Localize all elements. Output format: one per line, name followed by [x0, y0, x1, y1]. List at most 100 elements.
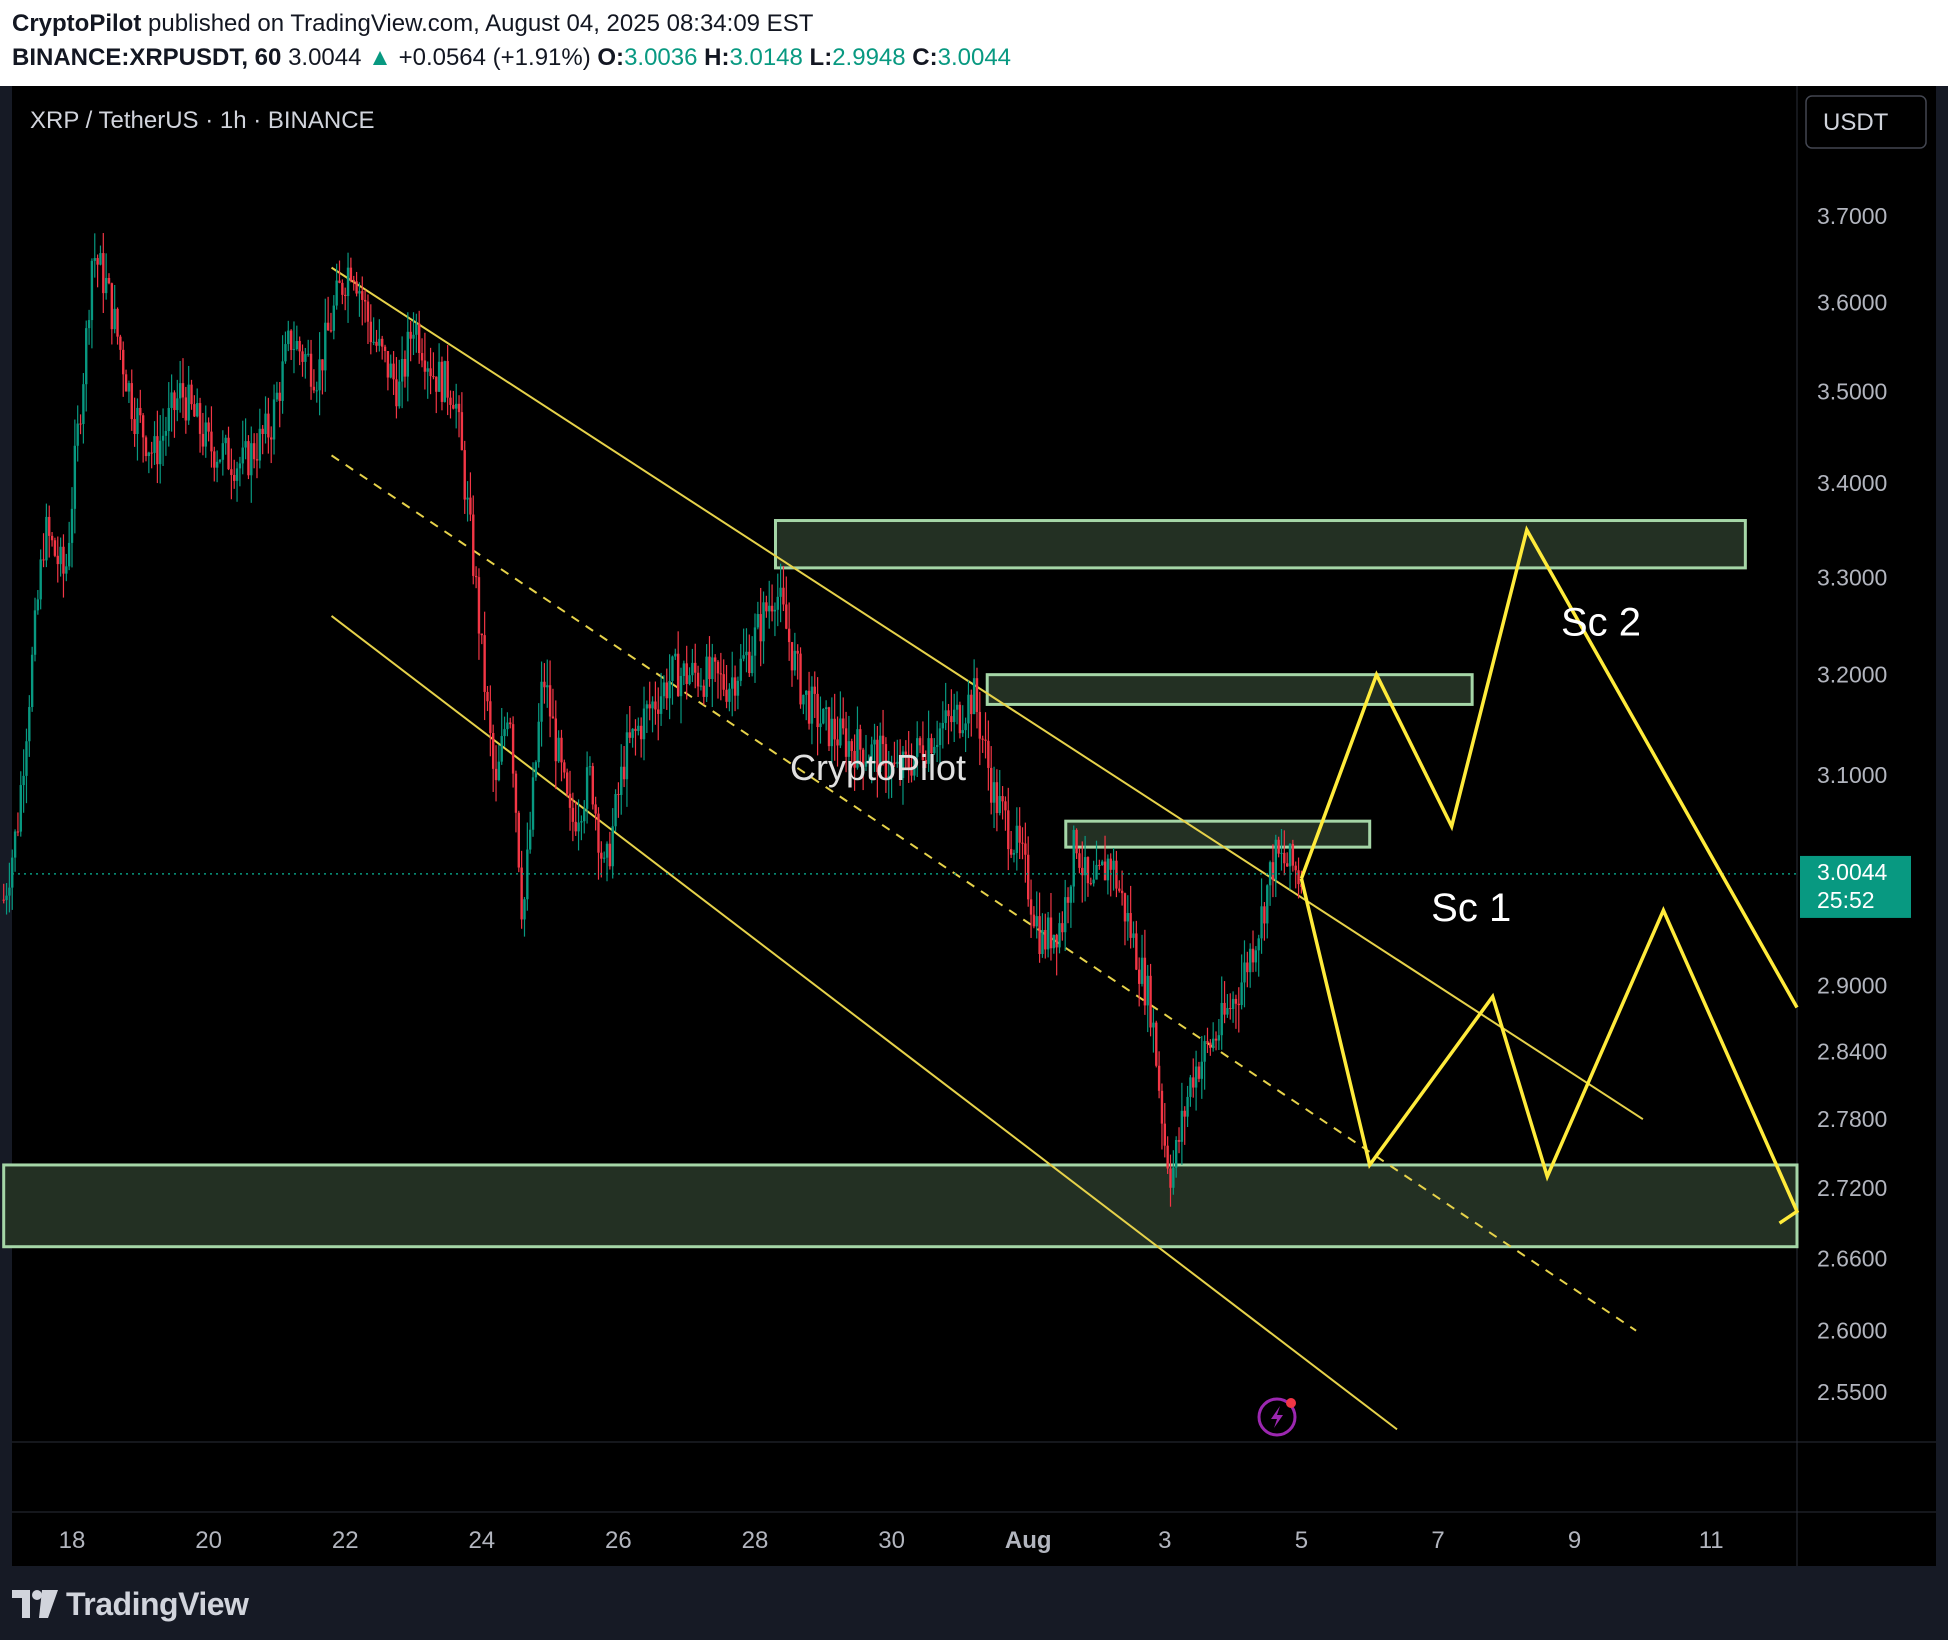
time-tick-label: 24 [468, 1527, 495, 1554]
candle-body [583, 808, 586, 822]
candle-body [1277, 839, 1280, 854]
candle-body [901, 751, 905, 779]
candle-body [637, 725, 640, 731]
candle-body [554, 718, 557, 762]
lightning-alert-icon[interactable] [1257, 1397, 1297, 1437]
candle-body [1177, 1139, 1181, 1142]
candle-body [654, 701, 657, 710]
candle-body [1149, 975, 1152, 1028]
candle-body [176, 398, 179, 411]
candle-body [247, 441, 250, 476]
candle-body [423, 360, 427, 372]
low-value: 2.9948 [832, 44, 906, 71]
candle-body [602, 857, 606, 859]
zones-layer [2, 519, 1799, 1249]
candle-body [264, 413, 267, 435]
candle-body [520, 867, 523, 920]
candle-body [1263, 906, 1266, 924]
candle-body [312, 386, 316, 391]
candle-body [713, 657, 717, 662]
candle-body [688, 675, 691, 684]
candle-body [1015, 825, 1019, 854]
candle-body [235, 468, 239, 481]
candle-body [799, 653, 802, 705]
candle-body [301, 351, 304, 362]
candle-body [1092, 879, 1095, 884]
candle-body [890, 762, 893, 776]
candle-body [1007, 810, 1010, 850]
candle-body [842, 718, 845, 729]
time-tick-label: 22 [332, 1527, 359, 1554]
author-name[interactable]: CryptoPilot [12, 10, 142, 37]
candle-body [528, 829, 532, 850]
candle-body [884, 744, 888, 779]
candle-body [990, 767, 993, 803]
candle-body [2, 899, 5, 901]
candle-body [474, 575, 478, 578]
time-axis[interactable]: 18 20 22 24 26 28 30 Aug 3 5 7 9 11 [59, 1527, 1724, 1554]
candle-body [620, 766, 623, 795]
scenario-label: Sc 2 [1561, 600, 1641, 644]
candle-body [1089, 883, 1093, 885]
candle-body [810, 686, 814, 724]
candle-body [352, 280, 355, 282]
candle-body [96, 258, 99, 265]
price-change: +0.0564 (+1.91%) [398, 44, 591, 71]
candle-body [1009, 849, 1013, 855]
price-chart[interactable]: Sc 2 Sc 1 CryptoPilot XRP / TetherUS · 1h… [0, 86, 1948, 1566]
target-zone [773, 519, 1747, 570]
candle-body [358, 291, 361, 294]
candle-body [1120, 890, 1124, 894]
candle-body [136, 407, 139, 435]
candle-body [122, 349, 125, 375]
candle-body [415, 323, 418, 335]
candle-body [867, 760, 871, 762]
candle-body [617, 794, 620, 796]
tradingview-logo[interactable]: TradingView [12, 1586, 249, 1622]
candle-body [534, 762, 538, 778]
candle-body [634, 728, 637, 731]
currency-button[interactable]: USDT [1805, 95, 1927, 149]
candle-body [147, 452, 151, 457]
candle-body [1075, 829, 1078, 854]
candle-body [1046, 917, 1050, 950]
candle-body [543, 681, 546, 688]
candle-body [420, 353, 424, 361]
candle-body [916, 738, 919, 757]
candle-body [500, 736, 503, 762]
candle-body [563, 762, 566, 773]
candle-body [1035, 916, 1038, 927]
candle-body [953, 709, 956, 723]
candle-body [443, 361, 447, 402]
candle-body [1226, 1008, 1229, 1015]
candle-body [62, 546, 65, 574]
scenario-path [1299, 525, 1799, 1009]
candle-body [1155, 1022, 1158, 1066]
candle-body [1251, 948, 1255, 963]
candle-body [338, 280, 341, 283]
candle-body [133, 419, 136, 435]
candle-body [267, 413, 270, 438]
candle-body [400, 359, 404, 382]
candle-body [913, 756, 916, 776]
price-axis[interactable]: 3.7000 3.6000 3.5000 3.4000 3.3000 3.2000 3.10… [1817, 203, 1887, 1405]
price-tick-label: 2.8400 [1817, 1039, 1887, 1065]
candle-body [625, 732, 629, 780]
chart-background [12, 86, 1936, 1566]
candle-body [645, 704, 649, 709]
candle-body [924, 760, 927, 764]
candle-body [765, 602, 768, 612]
candle-body [156, 436, 159, 465]
candle-body [494, 768, 498, 781]
candle-body [1044, 929, 1047, 950]
candle-body [16, 831, 20, 833]
candle-body [113, 308, 116, 330]
candle-body [412, 334, 415, 339]
candle-body [753, 627, 757, 656]
candle-body [622, 766, 626, 780]
candle-body [33, 610, 37, 655]
candle-body [1288, 843, 1292, 867]
candle-body [1021, 842, 1024, 844]
candle-body [807, 690, 811, 724]
candle-body [1189, 1077, 1192, 1097]
